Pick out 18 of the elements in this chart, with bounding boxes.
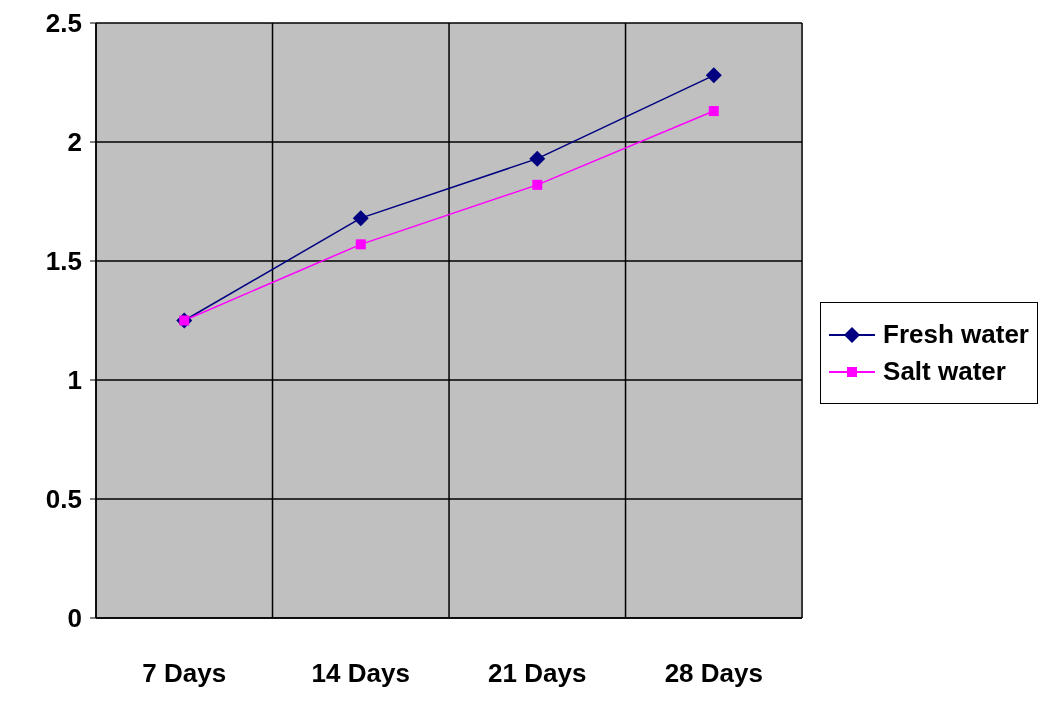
x-tick-label: 21 Days (488, 658, 587, 689)
y-tick-label: 2 (67, 127, 82, 158)
point (352, 210, 369, 227)
point (705, 67, 722, 84)
x-tick-label: 14 Days (311, 658, 410, 689)
x-tick-label: 7 Days (142, 658, 227, 689)
y-tick-label: 2.5 (45, 8, 82, 39)
legend-label: Salt water (883, 356, 1006, 387)
y-tick-label: 1 (67, 365, 82, 396)
x-tick-label: 28 Days (664, 658, 763, 689)
point (708, 106, 719, 117)
point (355, 239, 366, 250)
y-tick-label: 1.5 (45, 246, 82, 277)
point (529, 150, 546, 167)
y-tick-label: 0 (67, 603, 82, 634)
point (532, 179, 543, 190)
y-tick-label: 0.5 (45, 484, 82, 515)
legend-label: Fresh water (883, 319, 1029, 350)
